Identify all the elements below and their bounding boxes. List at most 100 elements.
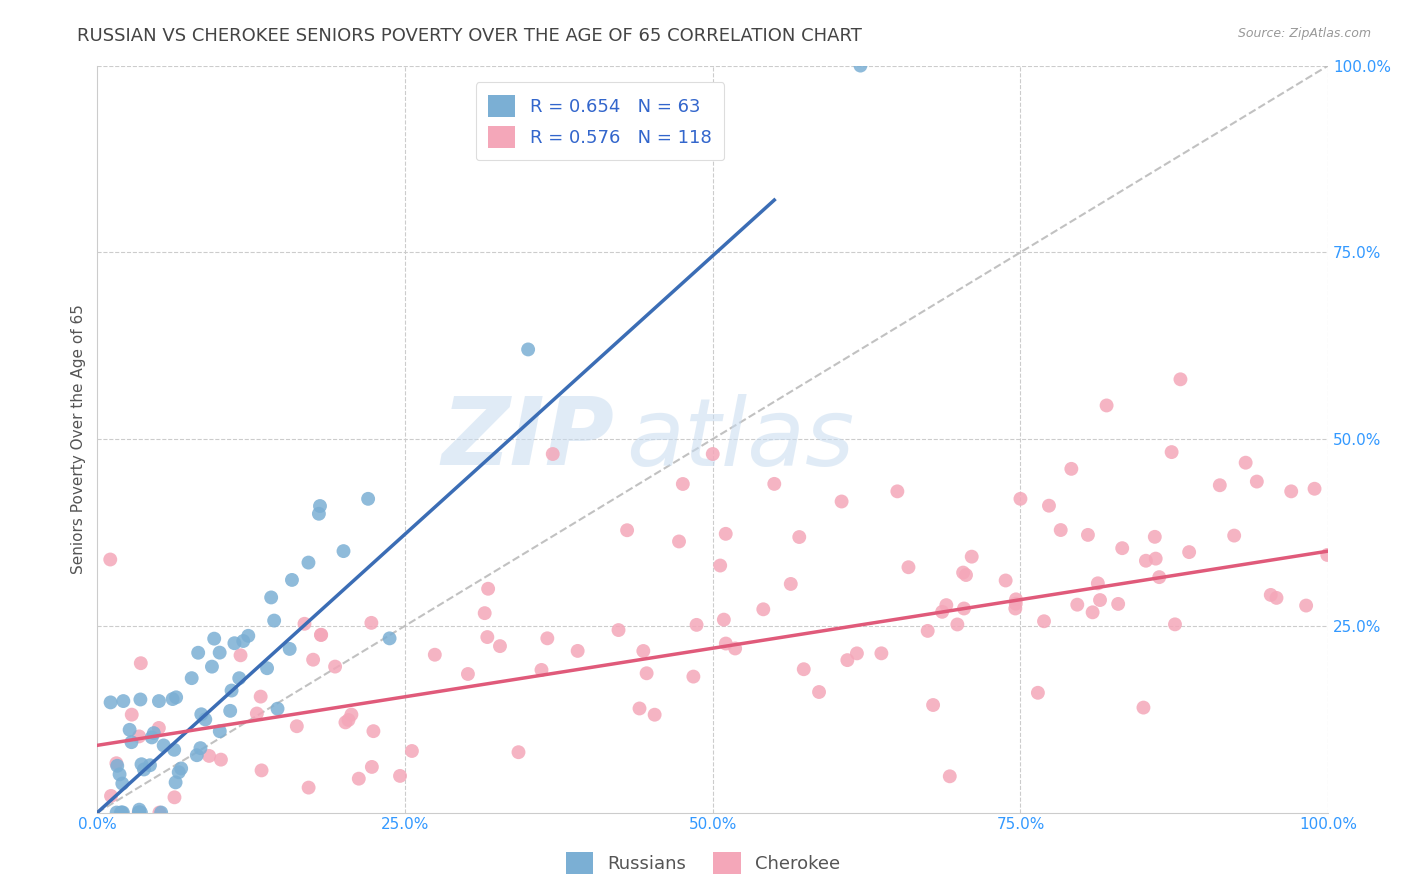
Point: [309, 499, 332, 513]
Point: [208, 646, 231, 660]
Point: [128, 805, 150, 820]
Point: [931, 605, 953, 619]
Point: [1147, 570, 1170, 584]
Point: [508, 745, 530, 759]
Point: [1279, 484, 1302, 499]
Point: [1010, 491, 1032, 506]
Point: [129, 692, 152, 706]
Point: [685, 618, 707, 632]
Point: [190, 741, 212, 756]
Point: [953, 601, 976, 615]
Point: [1265, 591, 1288, 605]
Point: [1234, 456, 1257, 470]
Point: [960, 549, 983, 564]
Point: [221, 683, 243, 698]
Point: [167, 765, 190, 780]
Point: [141, 731, 163, 745]
Point: [98, 552, 121, 566]
Point: [709, 558, 731, 573]
Point: [229, 648, 252, 663]
Point: [1038, 499, 1060, 513]
Point: [260, 591, 283, 605]
Point: [1144, 551, 1167, 566]
Point: [163, 790, 186, 805]
Point: [1164, 617, 1187, 632]
Point: [1303, 482, 1326, 496]
Text: atlas: atlas: [627, 393, 855, 484]
Point: [128, 805, 150, 820]
Point: [714, 636, 737, 650]
Point: [163, 743, 186, 757]
Point: [935, 598, 957, 612]
Point: [897, 560, 920, 574]
Point: [266, 702, 288, 716]
Point: [1066, 598, 1088, 612]
Point: [148, 694, 170, 708]
Point: [347, 772, 370, 786]
Point: [100, 789, 122, 803]
Point: [457, 667, 479, 681]
Point: [297, 780, 319, 795]
Point: [1316, 548, 1339, 562]
Point: [111, 776, 134, 790]
Point: [332, 544, 354, 558]
Point: [132, 763, 155, 777]
Point: [628, 701, 651, 715]
Point: [1178, 545, 1201, 559]
Point: [340, 707, 363, 722]
Point: [228, 671, 250, 685]
Point: [294, 616, 316, 631]
Point: [360, 615, 382, 630]
Point: [724, 641, 747, 656]
Point: [209, 753, 232, 767]
Point: [219, 704, 242, 718]
Point: [139, 758, 162, 772]
Point: [337, 713, 360, 727]
Point: [616, 523, 638, 537]
Point: [955, 568, 977, 582]
Point: [180, 671, 202, 685]
Point: [238, 629, 260, 643]
Point: [886, 484, 908, 499]
Point: [105, 759, 128, 773]
Point: [474, 606, 496, 620]
Point: [100, 695, 122, 709]
Point: [1033, 614, 1056, 628]
Point: [752, 602, 775, 616]
Point: [793, 662, 815, 676]
Point: [165, 775, 187, 789]
Point: [849, 59, 872, 73]
Point: [111, 805, 134, 820]
Point: [714, 526, 737, 541]
Point: [297, 556, 319, 570]
Point: [787, 530, 810, 544]
Point: [831, 494, 853, 508]
Point: [837, 653, 859, 667]
Point: [150, 805, 173, 820]
Point: [186, 748, 208, 763]
Point: [162, 692, 184, 706]
Point: [1260, 588, 1282, 602]
Point: [922, 698, 945, 712]
Point: [232, 634, 254, 648]
Legend: Russians, Cherokee: Russians, Cherokee: [557, 843, 849, 883]
Point: [148, 805, 170, 820]
Point: [939, 769, 962, 783]
Point: [110, 805, 132, 820]
Point: [360, 760, 382, 774]
Point: [148, 721, 170, 735]
Point: [309, 628, 332, 642]
Point: [112, 694, 135, 708]
Point: [309, 628, 332, 642]
Point: [1077, 528, 1099, 542]
Point: [302, 653, 325, 667]
Point: [952, 566, 974, 580]
Point: [1088, 593, 1111, 607]
Point: [105, 805, 128, 820]
Point: [636, 666, 658, 681]
Point: [250, 764, 273, 778]
Point: [357, 491, 380, 506]
Point: [165, 690, 187, 705]
Point: [389, 769, 412, 783]
Point: [1209, 478, 1232, 492]
